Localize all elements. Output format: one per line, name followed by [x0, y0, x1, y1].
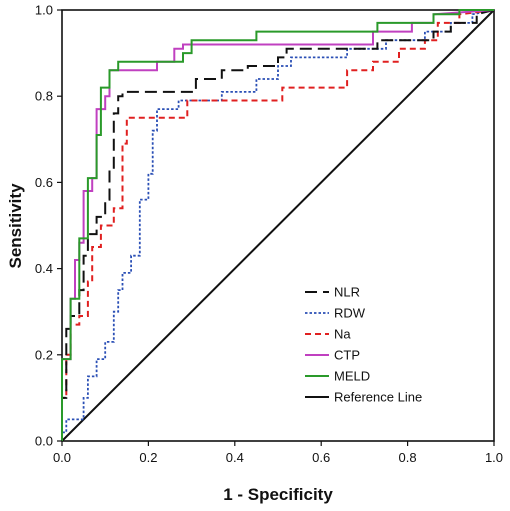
x-tick-label: 0.4 [226, 450, 244, 465]
plot-frame [61, 9, 495, 442]
legend-label: CTP [334, 348, 360, 363]
x-tick-label: 0.8 [399, 450, 417, 465]
x-tick-label: 0.6 [312, 450, 330, 465]
y-tick-label: 0.8 [35, 89, 53, 104]
x-tick-label: 0.2 [139, 450, 157, 465]
x-tick-label: 1.0 [485, 450, 503, 465]
x-tick-label: 0.0 [53, 450, 71, 465]
legend-label: RDW [334, 306, 366, 321]
y-tick-label: 0.6 [35, 175, 53, 190]
y-axis-ticks: 0.0 0.2 0.4 0.6 0.8 1.0 [35, 3, 62, 449]
y-tick-label: 1.0 [35, 3, 53, 18]
y-axis-title: Sensitivity [6, 183, 25, 269]
legend-label: Reference Line [334, 390, 422, 405]
series-line-meld [61, 9, 494, 441]
series-line-reference-line [61, 9, 495, 442]
series-layer [61, 9, 495, 442]
y-tick-label: 0.4 [35, 261, 53, 276]
legend-label: Na [334, 327, 351, 342]
y-tick-label: 0.2 [35, 347, 53, 362]
x-axis-title: 1 - Specificity [223, 485, 333, 504]
y-tick-label: 0.0 [35, 434, 53, 449]
legend-label: MELD [334, 369, 370, 384]
x-axis-ticks: 0.0 0.2 0.4 0.6 0.8 1.0 [53, 441, 503, 465]
series-line-rdw [61, 9, 495, 441]
legend: NLR RDW Na CTP MELD Reference Line [305, 285, 422, 405]
legend-label: NLR [334, 285, 360, 300]
series-line-na [61, 9, 495, 441]
